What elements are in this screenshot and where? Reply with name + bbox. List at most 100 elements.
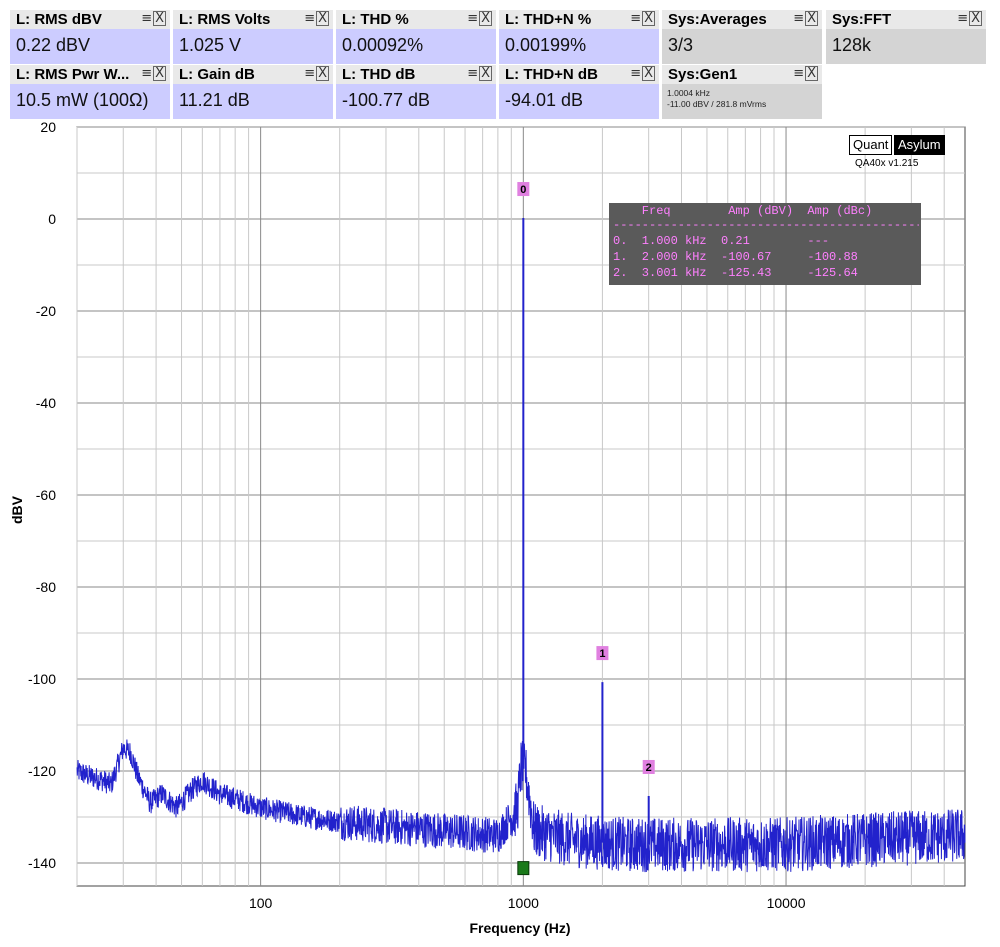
close-icon[interactable]: X — [479, 11, 492, 26]
frequency-marker[interactable] — [517, 861, 530, 876]
widget-header: L: RMS dBV ≡ X — [10, 10, 170, 29]
x-tick-labels: 100 1000 10000 — [249, 895, 806, 911]
y-tick-label: -40 — [36, 395, 56, 411]
close-icon[interactable]: X — [479, 66, 492, 81]
widget-value: -94.01 dB — [505, 90, 584, 110]
widget-thdn-pct[interactable]: L: THD+N % ≡ X 0.00199% — [499, 10, 659, 64]
widget-value-area: 10.5 mW (100Ω) — [10, 84, 170, 119]
y-tick-label: -80 — [36, 579, 56, 595]
widget-header: L: THD+N % ≡ X — [499, 10, 659, 29]
widget-value: -100.77 dB — [342, 90, 431, 110]
peak-marker-box — [596, 646, 609, 661]
spectrum-noise-trace — [76, 739, 966, 873]
widget-rms-volts[interactable]: L: RMS Volts ≡ X 1.025 V — [173, 10, 333, 64]
widget-title: L: THD+N dB — [505, 66, 598, 83]
close-icon[interactable]: X — [153, 11, 166, 26]
widget-header: L: Gain dB ≡ X — [173, 65, 333, 84]
peak-marker-box — [642, 759, 655, 774]
widget-title: Sys:FFT — [832, 11, 892, 28]
widget-value: 11.21 dB — [179, 90, 250, 110]
widget-sys-fft[interactable]: Sys:FFT ≡ X 128k — [826, 10, 986, 64]
menu-icon[interactable]: ≡ — [793, 11, 805, 26]
widget-header: L: RMS Volts ≡ X — [173, 10, 333, 29]
widget-value: 0.00199% — [505, 35, 587, 55]
quantasylum-logo: Quant Asylum — [849, 135, 946, 155]
widget-value-area: 1.025 V — [173, 29, 333, 64]
x-tick-label: 100 — [249, 895, 273, 911]
widget-thd-db[interactable]: L: THD dB ≡ X -100.77 dB — [336, 65, 496, 119]
y-tick-label: -140 — [28, 855, 56, 871]
widget-value-area: -100.77 dB — [336, 84, 496, 119]
widget-value: 0.00092% — [342, 35, 424, 55]
peak-table-row: 0. 1.000 kHz 0.21 --- — [613, 234, 830, 248]
widget-value-area: 128k — [826, 29, 986, 64]
widget-sys-gen1[interactable]: Sys:Gen1 ≡ X 1.0004 kHz -11.00 dBV / 281.… — [662, 65, 822, 119]
close-icon[interactable]: X — [969, 11, 982, 26]
widget-header: L: THD+N dB ≡ X — [499, 65, 659, 84]
widget-thd-pct[interactable]: L: THD % ≡ X 0.00092% — [336, 10, 496, 64]
x-tick-label: 10000 — [767, 895, 806, 911]
close-icon[interactable]: X — [805, 66, 818, 81]
menu-icon[interactable]: ≡ — [793, 66, 805, 81]
y-tick-label: -100 — [28, 671, 56, 687]
widget-gain-db[interactable]: L: Gain dB ≡ X 11.21 dB — [173, 65, 333, 119]
widget-title: L: RMS Volts — [179, 11, 271, 28]
menu-icon[interactable]: ≡ — [630, 11, 642, 26]
y-tick-labels: 20 0 -20 -40 -60 -80 -100 -120 -140 — [28, 119, 56, 871]
peak-table-row: 2. 3.001 kHz -125.43 -125.64 — [613, 266, 858, 280]
close-icon[interactable]: X — [642, 11, 655, 26]
widget-title: L: THD % — [342, 11, 409, 28]
generator-readout: 1.0004 kHz -11.00 dBV / 281.8 mVrms — [667, 88, 766, 110]
peak-marker-label: 2 — [646, 762, 652, 774]
widget-title: L: RMS Pwr W... — [16, 66, 130, 83]
widget-value: 128k — [832, 35, 872, 55]
spectrum-peaks — [522, 218, 650, 845]
menu-icon[interactable]: ≡ — [141, 11, 153, 26]
widget-rms-power[interactable]: L: RMS Pwr W... ≡ X 10.5 mW (100Ω) — [10, 65, 170, 119]
widget-title: Sys:Gen1 — [668, 66, 738, 83]
widget-header: L: THD dB ≡ X — [336, 65, 496, 84]
peak-markers: 0 1 2 — [517, 182, 655, 774]
close-icon[interactable]: X — [642, 66, 655, 81]
peak-table: Freq Amp (dBV) Amp (dBc) ---------------… — [609, 203, 921, 285]
widget-header: Sys:Gen1 ≡ X — [662, 65, 822, 84]
widget-rms-dbv[interactable]: L: RMS dBV ≡ X 0.22 dBV — [10, 10, 170, 64]
menu-icon[interactable]: ≡ — [467, 11, 479, 26]
y-axis-title: dBV — [9, 495, 25, 524]
widget-value-area: 0.00199% — [499, 29, 659, 64]
widget-title: L: THD+N % — [505, 11, 592, 28]
peak-table-divider: ----------------------------------------… — [613, 218, 919, 232]
close-icon[interactable]: X — [316, 11, 329, 26]
y-tick-label: -60 — [36, 487, 56, 503]
widget-value-area: 0.22 dBV — [10, 29, 170, 64]
widget-title: L: Gain dB — [179, 66, 255, 83]
menu-icon[interactable]: ≡ — [630, 66, 642, 81]
peak-marker-box — [517, 182, 530, 197]
widget-header: Sys:Averages ≡ X — [662, 10, 822, 29]
widget-header: Sys:FFT ≡ X — [826, 10, 986, 29]
widget-thdn-db[interactable]: L: THD+N dB ≡ X -94.01 dB — [499, 65, 659, 119]
menu-icon[interactable]: ≡ — [304, 66, 316, 81]
menu-icon[interactable]: ≡ — [957, 11, 969, 26]
menu-icon[interactable]: ≡ — [304, 11, 316, 26]
peak-table-header: Freq Amp (dBV) Amp (dBc) — [613, 204, 873, 218]
y-tick-label: -120 — [28, 763, 56, 779]
generator-level: -11.00 dBV / 281.8 mVrms — [667, 99, 767, 109]
close-icon[interactable]: X — [316, 66, 329, 81]
close-icon[interactable]: X — [153, 66, 166, 81]
y-tick-label: 0 — [48, 211, 56, 227]
widget-value: 0.22 dBV — [16, 35, 91, 55]
widget-value-area: 1.0004 kHz -11.00 dBV / 281.8 mVrms — [662, 84, 822, 119]
widget-title: L: THD dB — [342, 66, 416, 83]
widget-sys-averages[interactable]: Sys:Averages ≡ X 3/3 — [662, 10, 822, 64]
widget-value-area: -94.01 dB — [499, 84, 659, 119]
y-tick-label: -20 — [36, 303, 56, 319]
menu-icon[interactable]: ≡ — [467, 66, 479, 81]
peak-table-row: 1. 2.000 kHz -100.67 -100.88 — [613, 250, 858, 264]
menu-icon[interactable]: ≡ — [141, 66, 153, 81]
close-icon[interactable]: X — [805, 11, 818, 26]
y-tick-label: 20 — [40, 119, 56, 135]
widget-value: 10.5 mW (100Ω) — [16, 90, 149, 110]
x-axis-title: Frequency (Hz) — [469, 920, 570, 936]
logo-asylum-text: Asylum — [894, 135, 945, 155]
